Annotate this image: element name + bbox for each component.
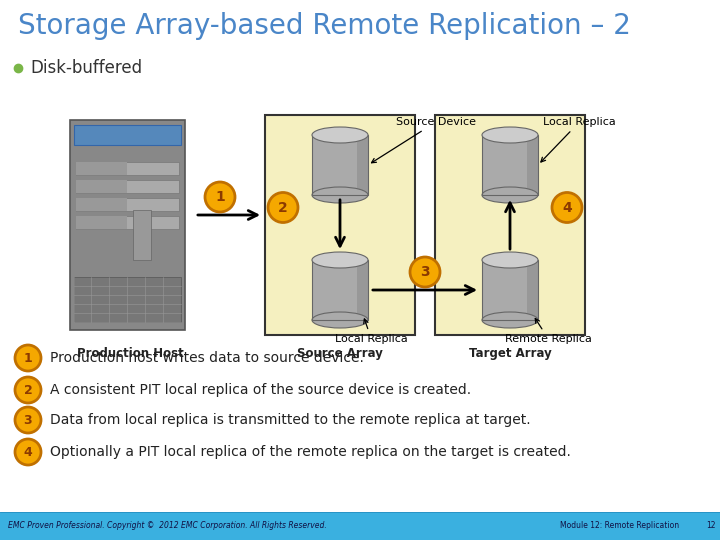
Text: Local Replica: Local Replica xyxy=(335,319,408,344)
Bar xyxy=(76,198,127,211)
Text: 4: 4 xyxy=(24,446,32,458)
Ellipse shape xyxy=(312,252,368,268)
Text: Source Array: Source Array xyxy=(297,347,383,360)
Bar xyxy=(527,260,538,320)
Circle shape xyxy=(552,192,582,222)
FancyBboxPatch shape xyxy=(70,120,185,330)
Text: Source Device: Source Device xyxy=(372,117,476,163)
Bar xyxy=(76,180,127,193)
Ellipse shape xyxy=(312,312,368,328)
Text: Production host writes data to source device.: Production host writes data to source de… xyxy=(50,351,364,365)
Text: EMC Proven Professional. Copyright ©  2012 EMC Corporation. All Rights Reserved.: EMC Proven Professional. Copyright © 201… xyxy=(8,522,327,530)
Text: 2: 2 xyxy=(278,200,288,214)
Text: 1: 1 xyxy=(24,352,32,365)
Text: Production Host: Production Host xyxy=(76,347,184,360)
Ellipse shape xyxy=(482,312,538,328)
Bar xyxy=(482,260,538,320)
Text: Optionally a PIT local replica of the remote replica on the target is created.: Optionally a PIT local replica of the re… xyxy=(50,445,571,459)
Text: A consistent PIT local replica of the source device is created.: A consistent PIT local replica of the so… xyxy=(50,383,471,397)
Circle shape xyxy=(15,407,41,433)
Bar xyxy=(482,135,538,195)
Circle shape xyxy=(15,377,41,403)
Bar xyxy=(312,135,368,195)
Bar xyxy=(312,135,368,195)
Text: Remote Replica: Remote Replica xyxy=(505,319,592,344)
Text: Local Replica: Local Replica xyxy=(541,117,616,162)
Bar xyxy=(76,216,179,229)
Circle shape xyxy=(205,182,235,212)
Ellipse shape xyxy=(482,127,538,143)
Bar xyxy=(74,125,181,145)
Circle shape xyxy=(15,345,41,371)
Text: 4: 4 xyxy=(562,200,572,214)
Bar xyxy=(482,260,538,320)
Bar xyxy=(76,162,127,175)
Text: Storage Array-based Remote Replication – 2: Storage Array-based Remote Replication –… xyxy=(18,12,631,40)
Bar xyxy=(76,180,179,193)
Bar xyxy=(435,115,585,335)
Bar xyxy=(527,135,538,195)
Text: 1: 1 xyxy=(215,190,225,204)
Bar xyxy=(482,135,538,195)
Ellipse shape xyxy=(482,187,538,203)
Ellipse shape xyxy=(312,127,368,143)
Text: Target Array: Target Array xyxy=(469,347,552,360)
Text: Disk-buffered: Disk-buffered xyxy=(30,59,142,77)
Bar xyxy=(74,277,181,322)
Text: 2: 2 xyxy=(24,383,32,396)
Bar xyxy=(357,260,368,320)
Bar xyxy=(76,162,179,175)
Bar xyxy=(312,260,368,320)
Ellipse shape xyxy=(482,252,538,268)
Bar xyxy=(133,210,150,260)
Text: 3: 3 xyxy=(24,414,32,427)
Bar xyxy=(76,216,127,229)
Bar xyxy=(312,260,368,320)
Ellipse shape xyxy=(312,187,368,203)
Text: Data from local replica is transmitted to the remote replica at target.: Data from local replica is transmitted t… xyxy=(50,413,531,427)
Bar xyxy=(357,135,368,195)
Bar xyxy=(265,115,415,335)
Bar xyxy=(76,198,179,211)
Bar xyxy=(0,512,720,540)
Circle shape xyxy=(410,257,440,287)
Circle shape xyxy=(15,439,41,465)
Circle shape xyxy=(268,192,298,222)
Text: Module 12: Remote Replication: Module 12: Remote Replication xyxy=(560,522,679,530)
Text: 3: 3 xyxy=(420,265,430,279)
Text: 12: 12 xyxy=(706,522,716,530)
